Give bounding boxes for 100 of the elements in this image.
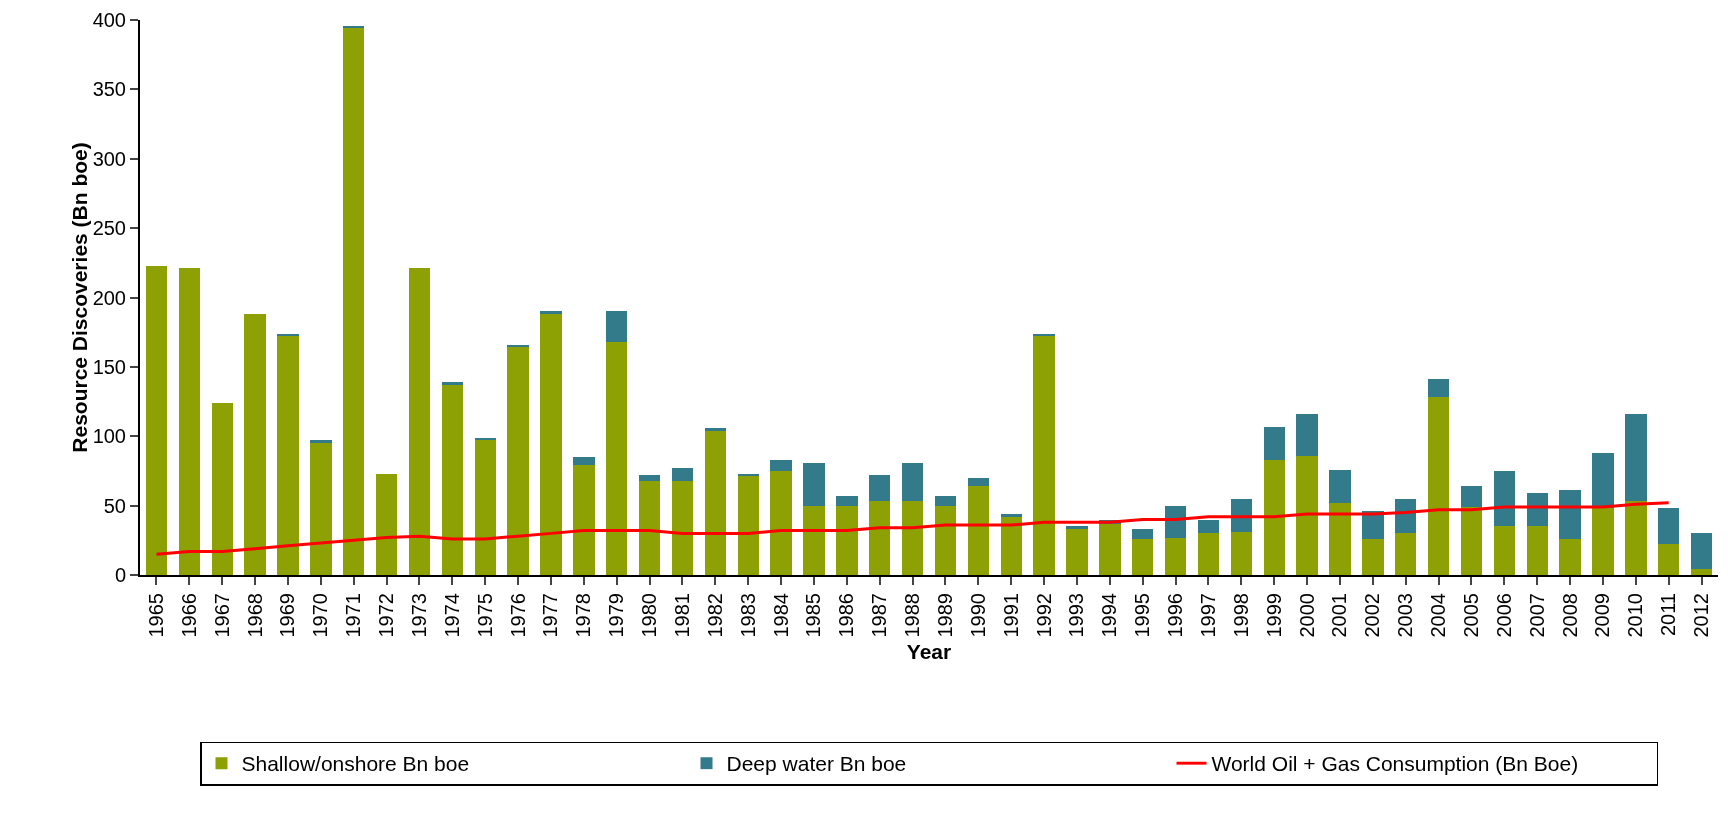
x-tick-label: 1975: [473, 593, 496, 638]
bar: [211, 402, 233, 575]
bar: [1658, 544, 1680, 575]
x-tick-label: 1995: [1131, 593, 1154, 638]
legend-label: World Oil + Gas Consumption (Bn Boe): [1211, 752, 1579, 776]
bar: [1132, 529, 1154, 539]
x-tick-label: 1982: [703, 593, 726, 638]
y-tick-label: 0: [114, 564, 126, 586]
y-tick-label: 150: [92, 355, 126, 378]
bar: [1658, 508, 1680, 545]
x-tick-label: 2008: [1558, 593, 1581, 638]
bar: [1559, 538, 1581, 575]
bar: [1263, 459, 1285, 575]
bar: [1230, 531, 1252, 575]
bar: [1000, 513, 1022, 517]
bar: [310, 443, 332, 575]
x-tick-label: 1989: [933, 593, 956, 638]
bar: [1427, 379, 1450, 398]
x-tick-label: 2007: [1525, 593, 1548, 638]
bar: [967, 486, 989, 575]
bar: [1395, 533, 1417, 575]
bar: [1329, 469, 1351, 503]
x-tick-label: 1972: [375, 593, 398, 638]
bar: [1493, 470, 1515, 527]
bar: [1099, 523, 1121, 575]
legend-label: Shallow/onshore Bn boe: [241, 752, 470, 776]
x-tick-label: 1983: [736, 593, 759, 638]
x-tick-label: 2002: [1361, 593, 1384, 638]
bar: [1066, 526, 1088, 530]
x-tick-label: 1968: [243, 593, 266, 638]
bar: [638, 475, 661, 481]
bar: [934, 495, 957, 506]
y-tick-label: 100: [92, 425, 126, 448]
bar: [1263, 426, 1285, 460]
x-tick-label: 1973: [407, 593, 430, 638]
x-tick-label: 1986: [835, 593, 858, 638]
bar: [1493, 526, 1515, 575]
y-tick-label: 250: [92, 217, 126, 240]
bar: [1625, 501, 1647, 575]
bar: [737, 476, 759, 575]
bar: [474, 440, 496, 575]
x-tick-label: 1981: [670, 593, 693, 638]
x-tick-label: 1997: [1196, 593, 1219, 638]
x-tick-label: 1978: [572, 593, 595, 638]
x-tick-label: 1999: [1262, 593, 1285, 638]
bar: [1526, 526, 1548, 575]
y-tick-label: 350: [92, 78, 126, 101]
x-tick-label: 2004: [1427, 593, 1450, 638]
x-tick-label: 1980: [638, 593, 661, 638]
bar: [1460, 486, 1483, 508]
x-tick-label: 1977: [539, 593, 562, 638]
bar: [704, 430, 726, 575]
bar: [803, 505, 825, 575]
legend-label: Deep water Bn boe: [726, 752, 907, 776]
bar: [310, 440, 332, 444]
bar: [967, 477, 989, 487]
bar: [803, 462, 825, 506]
x-tick-label: 1988: [901, 593, 924, 638]
bar: [1033, 336, 1055, 575]
bar: [1164, 537, 1187, 575]
y-axis-title: Resource Discoveries (Bn boe): [67, 142, 91, 453]
line-series: [154, 501, 1671, 556]
x-tick-label: 1996: [1164, 593, 1187, 638]
bar: [441, 382, 463, 385]
x-tick-label: 1990: [966, 593, 989, 638]
bar: [606, 341, 628, 575]
bar: [408, 268, 431, 575]
x-tick-label: 1965: [144, 593, 167, 638]
bar: [1690, 533, 1713, 570]
bar: [1329, 502, 1351, 575]
bar: [836, 495, 858, 506]
bar: [1066, 529, 1088, 575]
bar: [540, 314, 562, 575]
bar: [836, 505, 858, 575]
x-tick-label: 1984: [769, 593, 792, 638]
x-tick-label: 2001: [1328, 593, 1351, 638]
bar: [1296, 414, 1318, 456]
x-tick-label: 1976: [506, 593, 529, 638]
bar: [869, 475, 891, 502]
bar: [901, 462, 924, 502]
bar: [1132, 538, 1154, 575]
bar: [441, 384, 463, 575]
x-tick-label: 1987: [868, 593, 891, 638]
bar: [1625, 414, 1647, 502]
bar: [671, 480, 694, 575]
bar: [1559, 490, 1581, 539]
bar: [704, 427, 726, 431]
bar: [375, 473, 398, 575]
bar: [606, 311, 628, 342]
x-axis-title: Year: [906, 639, 952, 663]
bar: [869, 501, 891, 575]
x-tick-label: 1998: [1229, 593, 1252, 638]
x-tick-label: 1979: [605, 593, 628, 638]
bar: [145, 265, 168, 575]
bar: [934, 505, 957, 575]
bar: [573, 457, 595, 466]
x-tick-label: 2005: [1459, 593, 1482, 638]
y-tick-label: 300: [92, 147, 126, 170]
bar: [540, 311, 562, 315]
x-tick-label: 1970: [309, 593, 332, 638]
